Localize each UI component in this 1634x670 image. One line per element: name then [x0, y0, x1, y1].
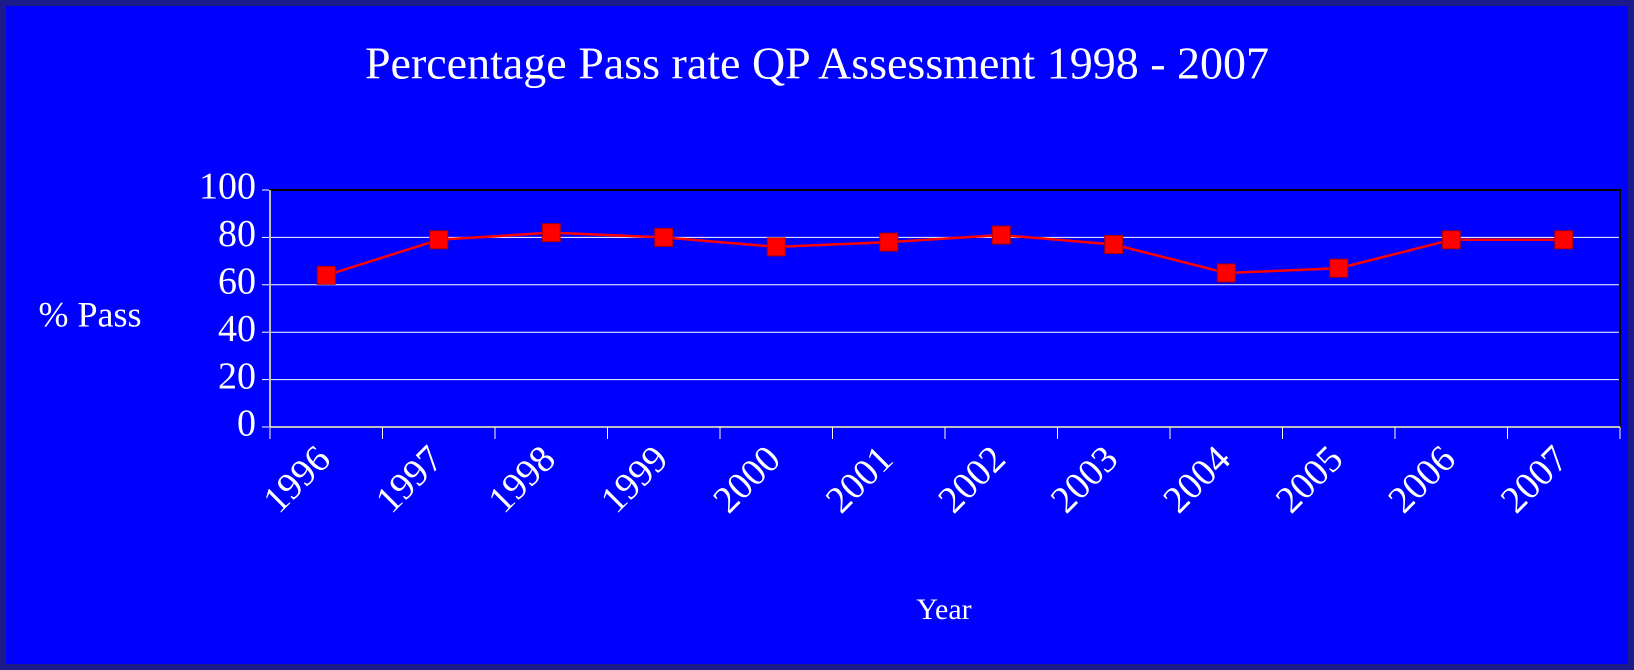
x-axis-label: Year [916, 593, 971, 626]
y-axis-label: % Pass [38, 294, 141, 334]
marker [1104, 235, 1124, 255]
y-tick-label: 80 [218, 213, 256, 255]
y-tick-label: 60 [218, 261, 256, 303]
plot-area [270, 190, 1620, 427]
marker [879, 232, 899, 252]
marker [541, 223, 561, 243]
marker [654, 227, 674, 247]
marker [991, 225, 1011, 245]
line [325, 231, 1564, 277]
y-tick-label: 0 [237, 403, 256, 445]
marker [429, 230, 449, 250]
y-tick-label: 20 [218, 355, 256, 397]
marker [1329, 258, 1349, 278]
marker [1216, 263, 1236, 283]
marker [1554, 230, 1574, 250]
y-tick-label: 40 [218, 308, 256, 350]
marker [1441, 230, 1461, 250]
marker [766, 237, 786, 257]
marker [316, 265, 336, 285]
chart-title: Percentage Pass rate QP Assessment 1998 … [365, 38, 1269, 89]
y-tick-label: 100 [199, 166, 256, 208]
